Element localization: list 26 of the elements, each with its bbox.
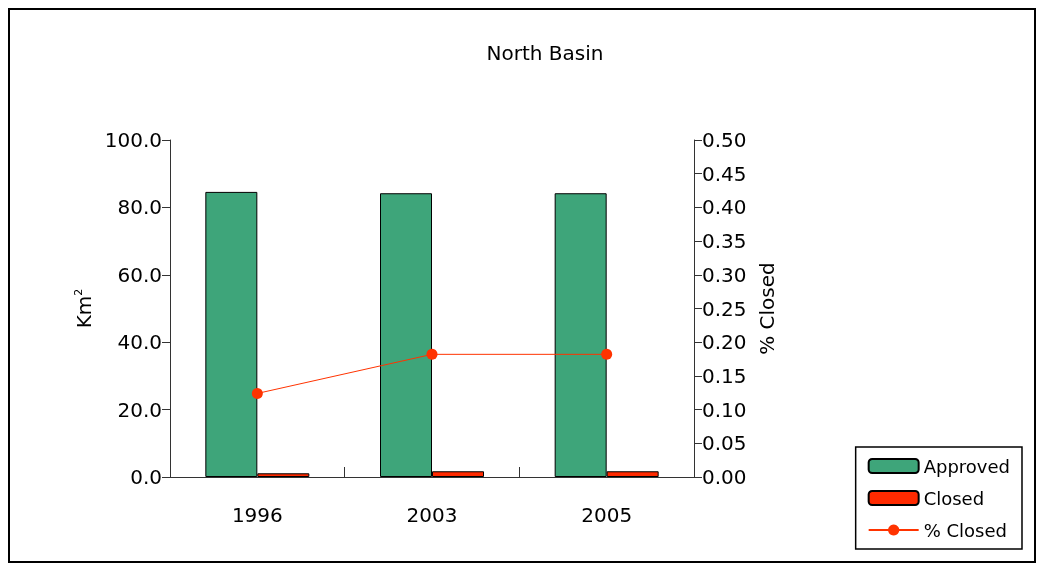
legend-label: % Closed <box>923 519 1007 541</box>
y2-tick-label: 0.40 <box>702 195 747 220</box>
y2-tick-label: 0.30 <box>702 262 747 287</box>
y2-tick-label: 0.25 <box>702 296 747 321</box>
y-axis-title: Km2 <box>71 288 96 329</box>
x-tick-label: 1996 <box>231 503 283 527</box>
y2-tick-label: 0.50 <box>702 128 747 152</box>
chart-title: North Basin <box>486 41 604 65</box>
y2-tick-label: 0.20 <box>702 330 747 355</box>
y-tick-label: 100.0 <box>104 128 162 152</box>
y-tick-label: 60.0 <box>117 262 162 287</box>
y2-tick-label: 0.45 <box>702 161 747 186</box>
y2-axis-title: % Closed <box>755 262 780 355</box>
y-tick-label: 40.0 <box>117 330 162 355</box>
y2-tick-label: 0.35 <box>702 229 747 254</box>
y2-tick-label: 0.15 <box>702 363 747 388</box>
y-tick-label: 0.0 <box>130 465 162 489</box>
x-tick-label: 2005 <box>581 503 633 527</box>
y2-tick-label: 0.05 <box>702 431 747 456</box>
y2-tick-label: 0.10 <box>702 397 747 422</box>
legend-label: Approved <box>923 455 1011 477</box>
x-tick-label: 2003 <box>406 503 458 527</box>
y-tick-label: 80.0 <box>117 195 162 220</box>
y-tick-label: 20.0 <box>117 397 162 422</box>
y2-tick-label: 0.00 <box>702 465 747 489</box>
legend-label: Closed <box>923 487 985 509</box>
